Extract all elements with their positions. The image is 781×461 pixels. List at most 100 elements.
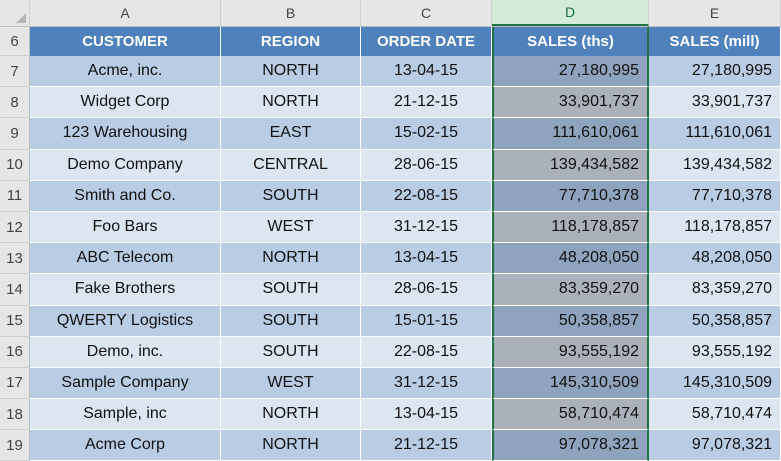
table-row: 8 Widget Corp NORTH 21-12-15 33,901,737 33,90… — [0, 87, 781, 119]
cell-region[interactable]: SOUTH — [221, 305, 361, 337]
cell-order-date[interactable]: 22-08-15 — [361, 336, 492, 368]
cell-sales-ths[interactable]: 48,208,050 — [492, 243, 649, 275]
cell-region[interactable]: SOUTH — [221, 274, 361, 306]
cell-order-date[interactable]: 15-02-15 — [361, 118, 492, 150]
cell-order-date[interactable]: 21-12-15 — [361, 87, 492, 119]
cell-sales-ths[interactable]: 93,555,192 — [492, 336, 649, 368]
cell-customer[interactable]: Sample Company — [30, 367, 221, 400]
cell-sales-mill[interactable]: 77,710,378 — [649, 180, 781, 212]
cell-region[interactable]: EAST — [221, 118, 361, 150]
cell-region[interactable]: WEST — [221, 211, 361, 244]
cell-sales-ths[interactable]: 77,710,378 — [492, 180, 649, 212]
table-row: 12 Foo Bars WEST 31-12-15 118,178,857 118,178… — [0, 211, 781, 244]
cell-customer[interactable]: Smith and Co. — [30, 180, 221, 212]
header-sales-mill[interactable]: SALES (mill) — [649, 27, 781, 56]
cell-sales-ths[interactable]: 50,358,857 — [492, 305, 649, 337]
cell-sales-mill[interactable]: 48,208,050 — [649, 243, 781, 275]
cell-region[interactable]: WEST — [221, 367, 361, 400]
cell-sales-mill[interactable]: 93,555,192 — [649, 336, 781, 368]
cell-sales-ths[interactable]: 118,178,857 — [492, 211, 649, 244]
row-header[interactable]: 9 — [0, 118, 30, 150]
cell-region[interactable]: NORTH — [221, 399, 361, 431]
table-row: 11 Smith and Co. SOUTH 22-08-15 77,710,378 77… — [0, 180, 781, 212]
table-row: 15 QWERTY Logistics SOUTH 15-01-15 50,358,85… — [0, 305, 781, 337]
cell-sales-ths[interactable]: 27,180,995 — [492, 56, 649, 88]
cell-sales-ths[interactable]: 145,310,509 — [492, 367, 649, 400]
row-header[interactable]: 17 — [0, 367, 30, 400]
row-header[interactable]: 16 — [0, 336, 30, 368]
cell-sales-mill[interactable]: 118,178,857 — [649, 211, 781, 244]
row-header[interactable]: 12 — [0, 211, 30, 244]
cell-order-date[interactable]: 22-08-15 — [361, 180, 492, 212]
row-header[interactable]: 7 — [0, 56, 30, 88]
column-header-a[interactable]: A — [30, 0, 221, 26]
select-all-corner[interactable] — [0, 0, 30, 26]
cell-order-date[interactable]: 13-04-15 — [361, 243, 492, 275]
cell-order-date[interactable]: 21-12-15 — [361, 430, 492, 461]
cell-order-date[interactable]: 31-12-15 — [361, 211, 492, 244]
cell-sales-ths[interactable]: 83,359,270 — [492, 274, 649, 306]
header-sales-ths[interactable]: SALES (ths) — [492, 27, 649, 56]
cell-customer[interactable]: Foo Bars — [30, 211, 221, 244]
table-row: 9 123 Warehousing EAST 15-02-15 111,610,061 1… — [0, 118, 781, 150]
cell-order-date[interactable]: 28-06-15 — [361, 149, 492, 181]
cell-customer[interactable]: Demo, inc. — [30, 336, 221, 368]
cell-sales-mill[interactable]: 27,180,995 — [649, 56, 781, 88]
cell-region[interactable]: SOUTH — [221, 336, 361, 368]
cell-order-date[interactable]: 28-06-15 — [361, 274, 492, 306]
row-header[interactable]: 15 — [0, 305, 30, 337]
cell-customer[interactable]: QWERTY Logistics — [30, 305, 221, 337]
cell-sales-mill[interactable]: 83,359,270 — [649, 274, 781, 306]
cell-sales-ths[interactable]: 139,434,582 — [492, 149, 649, 181]
column-header-c[interactable]: C — [361, 0, 492, 26]
cell-sales-ths[interactable]: 111,610,061 — [492, 118, 649, 150]
cell-sales-ths[interactable]: 33,901,737 — [492, 87, 649, 119]
cell-sales-mill[interactable]: 50,358,857 — [649, 305, 781, 337]
row-header[interactable]: 18 — [0, 399, 30, 431]
cell-customer[interactable]: Acme, inc. — [30, 56, 221, 88]
cell-sales-ths[interactable]: 58,710,474 — [492, 399, 649, 431]
row-header[interactable]: 10 — [0, 149, 30, 181]
cell-region[interactable]: SOUTH — [221, 180, 361, 212]
cell-order-date[interactable]: 13-04-15 — [361, 56, 492, 88]
cell-region[interactable]: NORTH — [221, 243, 361, 275]
row-header[interactable]: 19 — [0, 430, 30, 461]
row-header[interactable]: 8 — [0, 87, 30, 119]
table-row: 10 Demo Company CENTRAL 28-06-15 139,434,582… — [0, 149, 781, 181]
cell-sales-mill[interactable]: 33,901,737 — [649, 87, 781, 119]
row-header[interactable]: 6 — [0, 27, 30, 56]
cell-customer[interactable]: 123 Warehousing — [30, 118, 221, 150]
cell-sales-mill[interactable]: 58,710,474 — [649, 399, 781, 431]
cell-region[interactable]: NORTH — [221, 430, 361, 461]
cell-region[interactable]: NORTH — [221, 87, 361, 119]
cell-region[interactable]: CENTRAL — [221, 149, 361, 181]
cell-customer[interactable]: ABC Telecom — [30, 243, 221, 275]
header-order-date[interactable]: ORDER DATE — [361, 27, 492, 56]
row-header[interactable]: 14 — [0, 274, 30, 306]
row-header[interactable]: 11 — [0, 180, 30, 212]
column-header-b[interactable]: B — [221, 0, 361, 26]
table-row: 16 Demo, inc. SOUTH 22-08-15 93,555,192 93,55… — [0, 336, 781, 368]
cell-customer[interactable]: Widget Corp — [30, 87, 221, 119]
cell-order-date[interactable]: 15-01-15 — [361, 305, 492, 337]
cell-customer[interactable]: Fake Brothers — [30, 274, 221, 306]
cell-sales-mill[interactable]: 139,434,582 — [649, 149, 781, 181]
cell-customer[interactable]: Acme Corp — [30, 430, 221, 461]
cell-region[interactable]: NORTH — [221, 56, 361, 88]
cell-sales-ths[interactable]: 97,078,321 — [492, 430, 649, 461]
header-customer[interactable]: CUSTOMER — [30, 27, 221, 56]
cell-sales-mill[interactable]: 97,078,321 — [649, 430, 781, 461]
table-header-row: 6 CUSTOMER REGION ORDER DATE SALES (ths)… — [0, 27, 781, 56]
column-header-d[interactable]: D — [492, 0, 649, 26]
cell-sales-mill[interactable]: 111,610,061 — [649, 118, 781, 150]
cell-order-date[interactable]: 13-04-15 — [361, 399, 492, 431]
column-header-e[interactable]: E — [649, 0, 781, 26]
table-row: 18 Sample, inc NORTH 13-04-15 58,710,474 58,7… — [0, 399, 781, 431]
cell-sales-mill[interactable]: 145,310,509 — [649, 367, 781, 400]
row-header[interactable]: 13 — [0, 243, 30, 275]
header-region[interactable]: REGION — [221, 27, 361, 56]
cell-order-date[interactable]: 31-12-15 — [361, 367, 492, 400]
cell-customer[interactable]: Sample, inc — [30, 399, 221, 431]
cell-customer[interactable]: Demo Company — [30, 149, 221, 181]
